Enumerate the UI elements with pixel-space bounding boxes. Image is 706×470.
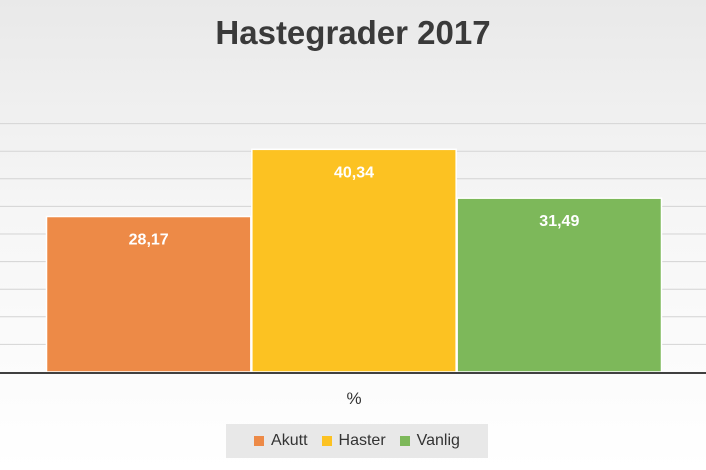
legend-item-vanlig: Vanlig	[399, 432, 460, 450]
chart-title: Hastegrader 2017	[215, 14, 491, 51]
bar-akutt	[45, 215, 252, 373]
bar-vanlig	[456, 197, 663, 373]
legend-item-haster: Haster	[321, 432, 386, 450]
data-label-vanlig: 31,49	[539, 213, 579, 230]
legend-label: Vanlig	[416, 432, 460, 449]
legend-label: Haster	[338, 432, 386, 449]
legend: Akutt Haster Vanlig	[226, 424, 488, 458]
bar-haster	[251, 148, 457, 373]
legend-swatch	[254, 436, 265, 446]
data-label-akutt: 28,17	[129, 232, 169, 249]
legend-swatch	[399, 436, 410, 446]
x-tick-label: %	[346, 389, 361, 408]
legend-label: Akutt	[271, 432, 308, 449]
legend-swatch	[321, 436, 332, 446]
data-label-haster: 40,34	[334, 164, 374, 181]
legend-item-akutt: Akutt	[254, 432, 308, 450]
